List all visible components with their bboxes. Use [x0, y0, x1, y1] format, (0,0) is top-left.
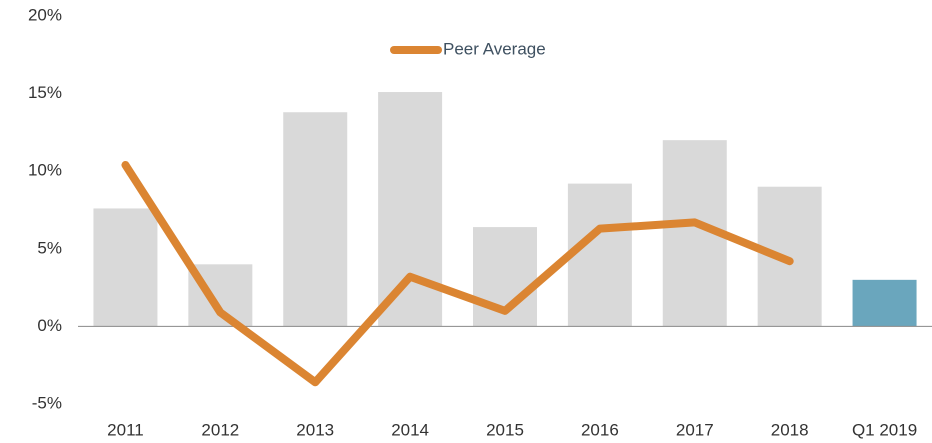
- bar: [757, 186, 822, 327]
- x-tick-label: 2018: [771, 420, 809, 439]
- bar: [283, 112, 348, 327]
- bar: [567, 183, 632, 327]
- x-tick-label: 2017: [676, 420, 714, 439]
- legend-label: Peer Average: [443, 39, 546, 58]
- y-tick-label: 15%: [28, 83, 62, 102]
- x-tick-label: 2011: [107, 420, 144, 439]
- y-tick-label: -5%: [32, 393, 62, 412]
- bar: [852, 279, 917, 327]
- y-tick-label: 10%: [28, 161, 62, 180]
- x-tick-label: 2013: [296, 420, 334, 439]
- x-tick-label: 2015: [486, 420, 524, 439]
- x-tick-label: Q1 2019: [852, 420, 917, 439]
- x-tick-label: 2014: [391, 420, 429, 439]
- bar: [378, 92, 443, 327]
- bar: [93, 208, 158, 327]
- y-tick-label: 0%: [37, 316, 62, 335]
- x-tick-label: 2016: [581, 420, 619, 439]
- x-tick-label: 2012: [201, 420, 239, 439]
- line-series: [121, 160, 794, 387]
- y-tick-label: 5%: [37, 238, 62, 257]
- y-tick-label: 20%: [28, 5, 62, 24]
